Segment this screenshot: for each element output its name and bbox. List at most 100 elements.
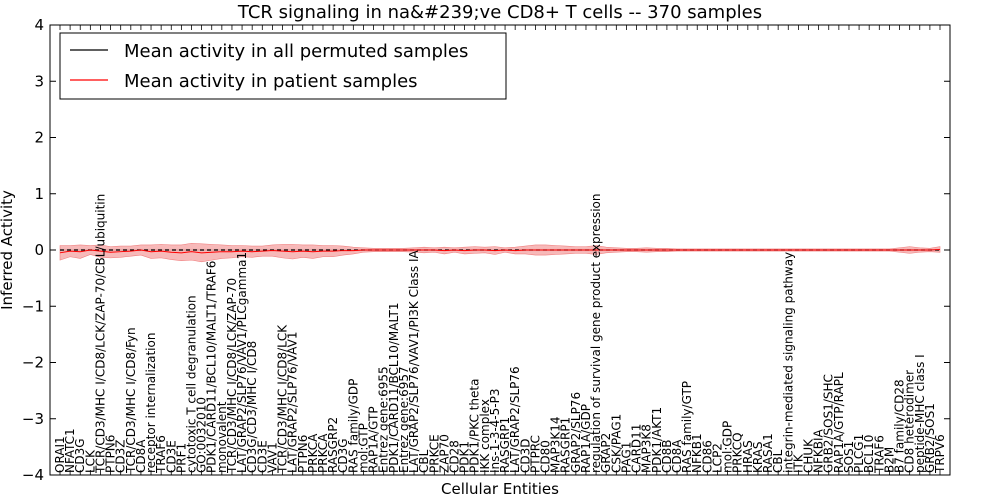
x-tick-label: RASGRP2 bbox=[326, 417, 340, 473]
x-tick-label: GRAP2/SLP76 bbox=[569, 392, 583, 473]
x-tick-label: Entrez gene:6957 bbox=[397, 366, 411, 473]
x-tick-label: PDK1/AKT1 bbox=[650, 407, 664, 473]
x-tick-label: B7 family/CD28 bbox=[893, 379, 907, 473]
chart-title: TCR signaling in na&#239;ve CD8+ T cells… bbox=[237, 2, 762, 23]
x-tick-label: GRB2/SOS1/SHC bbox=[822, 374, 836, 473]
x-tick-label: TCR/CD3/MHC I/CD8/LCK bbox=[276, 324, 290, 474]
x-tick-label: Ins-1-3-4-5-P3 bbox=[488, 389, 502, 473]
x-tick-label: PTPRC bbox=[528, 435, 542, 473]
x-tick-label: RAS family/GTP bbox=[680, 381, 694, 473]
x-tick-label: monovalent bbox=[215, 401, 229, 473]
y-axis-label: Inferred Activity bbox=[0, 190, 16, 310]
patient-band bbox=[59, 242, 941, 263]
x-tick-label: PAG1 bbox=[619, 442, 633, 473]
x-tick-label: ITK bbox=[791, 453, 805, 473]
x-tick-label: LAT/GRAP2/SLP76/VAV1/PI3K Class IA bbox=[407, 249, 421, 473]
x-tick-label: CD80 bbox=[539, 440, 553, 473]
x-tick-label: GO:0032010 bbox=[195, 397, 209, 473]
x-tick-label: RAP1A/GDP bbox=[579, 404, 593, 473]
x-tick-label: regulation of survival gene product expr… bbox=[589, 194, 603, 473]
x-tick-label: KRAS bbox=[751, 441, 765, 473]
y-tick-label: 2 bbox=[34, 129, 44, 147]
x-tick-label: TCR/CD3/MHC I/CD8/LCK/ZAP-70 bbox=[225, 278, 239, 474]
x-tick-label: B2M bbox=[882, 447, 896, 473]
x-tick-label: mol:GTP bbox=[356, 423, 370, 473]
y-tick-label: 0 bbox=[34, 241, 44, 259]
x-tick-label: CD3Z bbox=[114, 440, 128, 473]
x-tick-label: GRB2/SOS1 bbox=[923, 403, 937, 473]
x-tick-label: NFATC1 bbox=[63, 428, 77, 473]
x-tick-label: ZAP70 bbox=[437, 434, 451, 473]
x-tick-label: CD3D bbox=[518, 439, 532, 474]
y-tick-label: −4 bbox=[22, 466, 44, 484]
x-tick-label: PRKCE bbox=[427, 434, 441, 473]
x-tick-label: MAP3K14 bbox=[549, 416, 563, 473]
x-tick-label: TCR/CD3/MHC I/CD8/Fyn bbox=[124, 327, 138, 474]
legend-label-patient: Mean activity in patient samples bbox=[124, 71, 418, 92]
x-tick-label: TRAF6 bbox=[154, 435, 168, 474]
x-tick-label: PDK1/PKC theta bbox=[468, 379, 482, 473]
x-tick-label: CD3E bbox=[255, 440, 269, 473]
x-tick-label: PDK1/CARD11/BCL10/MALT1 bbox=[387, 303, 401, 473]
x-tick-label: PRF1 bbox=[174, 443, 188, 473]
x-tick-label: CD86 bbox=[700, 440, 714, 473]
x-tick-label: peptide-MHC class I bbox=[913, 354, 927, 473]
x-tick-label: SOS1 bbox=[842, 441, 856, 473]
x-tick-label: MAP3K8 bbox=[640, 424, 654, 473]
x-tick-label: CBL bbox=[771, 449, 785, 473]
x-tick-label: PDK1 bbox=[458, 441, 472, 473]
legend-box bbox=[59, 32, 507, 100]
x-tick-label: LCP2 bbox=[710, 443, 724, 473]
y-tick-label: 1 bbox=[34, 185, 44, 203]
legend: Mean activity in all permuted samples Me… bbox=[59, 32, 507, 100]
y-axis: −4 −3 −2 −1 0 1 2 3 4 bbox=[22, 16, 950, 484]
x-tick-label: BCL10 bbox=[862, 435, 876, 473]
x-tick-label: CD28 bbox=[447, 440, 461, 473]
x-tick-label: PTPN6 bbox=[296, 435, 310, 473]
x-tick-label: ORAI1 bbox=[53, 436, 67, 473]
series-line-patient bbox=[59, 248, 941, 254]
x-tick-label: CARD11 bbox=[630, 424, 644, 473]
x-tick-label: RASGRP1 bbox=[559, 417, 573, 473]
x-tick-label: LAT/GRAP2/SLP76/VAV1/PLCgamma1 bbox=[235, 252, 249, 473]
x-tick-label: PRKCA bbox=[316, 433, 330, 473]
x-tick-label: integrin-mediated signaling pathway bbox=[781, 252, 795, 473]
x-tick-label: LCK bbox=[83, 449, 97, 473]
x-tick-label: CD3G/CD3/MHC I/CD8 bbox=[245, 341, 259, 473]
x-axis-label: Cellular Entities bbox=[441, 480, 559, 498]
series-lines bbox=[59, 248, 941, 254]
y-tick-label: 4 bbox=[34, 16, 44, 34]
x-tick-label: CD3G bbox=[336, 438, 350, 473]
y-tick-label: −3 bbox=[22, 410, 44, 428]
x-tick-label: PRKCQ bbox=[731, 432, 745, 473]
plot-frame bbox=[49, 24, 951, 476]
x-tick-label: VAV1 bbox=[265, 442, 279, 473]
x-tick-label: HRAS bbox=[741, 440, 755, 473]
x-tick-label: RAP1A/GTP/RAPL bbox=[832, 372, 846, 473]
x-tick-label: CSK/PAG1 bbox=[609, 414, 623, 473]
x-tick-label: mol:GDP bbox=[721, 421, 735, 473]
x-tick-label: PTPN6 bbox=[104, 435, 118, 473]
x-tick-label: LAT/GRAP2/SLP76 bbox=[508, 366, 522, 473]
y-tick-label: −1 bbox=[22, 297, 44, 315]
x-tick-label: TCR/CD3/MHC I/CD8/LCK/ZAP-70/CBL/ubiquit… bbox=[93, 194, 107, 474]
x-tick-label: CD3G bbox=[73, 438, 87, 473]
legend-label-permuted: Mean activity in all permuted samples bbox=[124, 41, 468, 62]
x-tick-label: receptor internalization bbox=[144, 333, 158, 473]
x-tick-label: CD8 heterodimer bbox=[903, 370, 917, 473]
y-tick-label: −2 bbox=[22, 354, 44, 372]
x-tick-label: RAP1A/GTP bbox=[367, 406, 381, 473]
x-tick-label: cytotoxic T cell degranulation bbox=[184, 295, 198, 473]
x-tick-label: Entrez gene:6955 bbox=[377, 366, 391, 473]
y-tick-label: 3 bbox=[34, 72, 44, 90]
x-tick-label: PLCG1 bbox=[852, 434, 866, 473]
x-tick-label: PRKCA bbox=[306, 433, 320, 473]
x-tick-label: RASA1 bbox=[761, 433, 775, 473]
x-tick-label: GRAP2 bbox=[599, 433, 613, 473]
x-tick-label: CD8B bbox=[660, 440, 674, 474]
x-tick-label: RASGRP1 bbox=[498, 417, 512, 473]
x-tick-label: RAS family/GDP bbox=[346, 379, 360, 473]
x-tick-label: TRAF6 bbox=[872, 435, 886, 474]
x-tick-label: IKK complex bbox=[478, 399, 492, 473]
